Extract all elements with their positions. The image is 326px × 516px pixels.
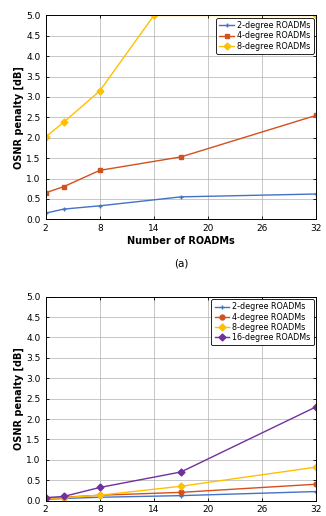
4-degree ROADMs [62, 184, 66, 190]
4-degree ROADMs [314, 112, 318, 119]
8-degree ROADMs [62, 494, 66, 501]
16-degree ROADMs [314, 404, 318, 410]
2-degree ROADMs [314, 489, 318, 495]
8-degree ROADMs [98, 492, 102, 498]
Legend: 2-degree ROADMs, 4-degree ROADMs, 8-degree ROADMs, 16-degree ROADMs: 2-degree ROADMs, 4-degree ROADMs, 8-degr… [211, 299, 314, 345]
2-degree ROADMs [179, 493, 183, 499]
2-degree ROADMs [98, 494, 102, 501]
4-degree ROADMs [179, 489, 183, 495]
4-degree ROADMs [98, 492, 102, 498]
4-degree ROADMs [62, 494, 66, 501]
Line: 8-degree ROADMs: 8-degree ROADMs [43, 13, 319, 139]
8-degree ROADMs [179, 483, 183, 489]
2-degree ROADMs [44, 496, 48, 503]
Legend: 2-degree ROADMs, 4-degree ROADMs, 8-degree ROADMs: 2-degree ROADMs, 4-degree ROADMs, 8-degr… [216, 18, 314, 54]
X-axis label: Number of ROADMs: Number of ROADMs [127, 236, 235, 246]
2-degree ROADMs [62, 495, 66, 502]
Line: 2-degree ROADMs: 2-degree ROADMs [43, 191, 319, 216]
Text: (a): (a) [174, 258, 188, 268]
16-degree ROADMs [98, 485, 102, 491]
4-degree ROADMs [179, 154, 183, 160]
Y-axis label: OSNR penalty [dB]: OSNR penalty [dB] [13, 347, 23, 450]
8-degree ROADMs [44, 495, 48, 502]
8-degree ROADMs [62, 119, 66, 125]
Line: 4-degree ROADMs: 4-degree ROADMs [43, 482, 319, 501]
16-degree ROADMs [44, 494, 48, 501]
2-degree ROADMs [62, 206, 66, 212]
8-degree ROADMs [314, 12, 318, 19]
4-degree ROADMs [314, 481, 318, 487]
2-degree ROADMs [314, 191, 318, 197]
8-degree ROADMs [98, 88, 102, 94]
2-degree ROADMs [98, 203, 102, 209]
16-degree ROADMs [179, 469, 183, 475]
16-degree ROADMs [62, 493, 66, 499]
4-degree ROADMs [44, 190, 48, 196]
Y-axis label: OSNR penalty [dB]: OSNR penalty [dB] [13, 66, 23, 169]
Line: 16-degree ROADMs: 16-degree ROADMs [43, 405, 319, 500]
Line: 4-degree ROADMs: 4-degree ROADMs [43, 113, 319, 195]
4-degree ROADMs [44, 495, 48, 502]
2-degree ROADMs [179, 194, 183, 200]
8-degree ROADMs [314, 464, 318, 470]
8-degree ROADMs [44, 134, 48, 140]
2-degree ROADMs [44, 210, 48, 216]
Line: 8-degree ROADMs: 8-degree ROADMs [43, 465, 319, 501]
Line: 2-degree ROADMs: 2-degree ROADMs [43, 489, 319, 502]
8-degree ROADMs [152, 12, 156, 19]
4-degree ROADMs [98, 167, 102, 173]
